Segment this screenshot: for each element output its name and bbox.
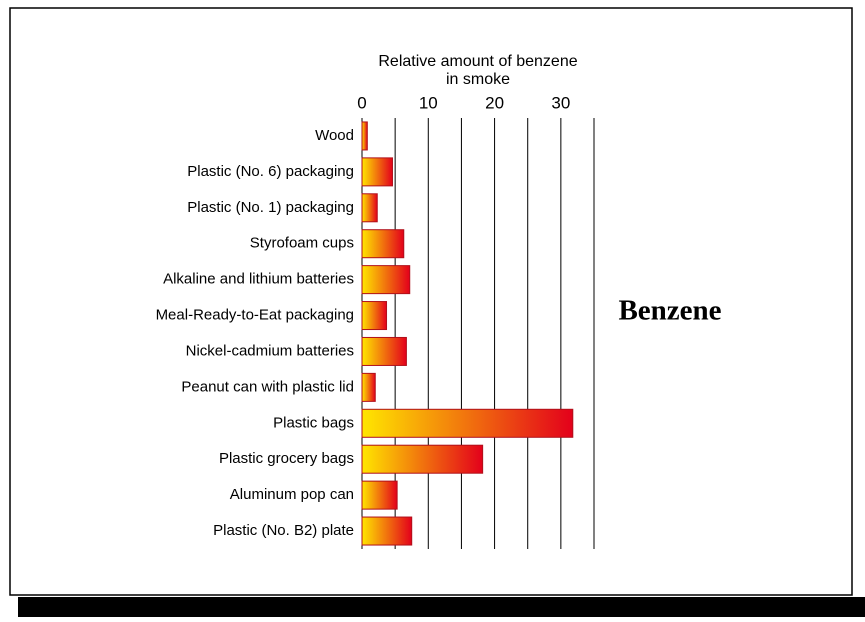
y-tick-label: Meal-Ready-to-Eat packaging bbox=[156, 307, 354, 324]
bar bbox=[361, 229, 405, 259]
y-tick-label: Plastic (No. 1) packaging bbox=[187, 199, 354, 216]
bar bbox=[361, 372, 376, 402]
y-tick-label: Plastic (No. 6) packaging bbox=[187, 163, 354, 180]
bar bbox=[361, 301, 388, 331]
y-tick-label: Peanut can with plastic lid bbox=[181, 378, 354, 395]
x-tick-label: 10 bbox=[419, 93, 438, 112]
x-tick-label: 30 bbox=[551, 93, 570, 112]
x-tick-label: 20 bbox=[485, 93, 504, 112]
y-tick-label: Alkaline and lithium batteries bbox=[163, 271, 354, 288]
frame-shadow bbox=[18, 597, 865, 617]
x-tick-label: 0 bbox=[357, 93, 366, 112]
y-tick-label: Plastic grocery bags bbox=[219, 450, 354, 467]
bar bbox=[361, 336, 407, 366]
y-tick-label: Nickel-cadmium batteries bbox=[186, 342, 354, 359]
axis-title: in smoke bbox=[446, 71, 510, 88]
bar bbox=[361, 444, 484, 474]
frame bbox=[9, 7, 853, 596]
y-tick-label: Plastic bags bbox=[273, 414, 354, 431]
y-tick-label: Styrofoam cups bbox=[250, 235, 354, 252]
y-tick-label: Wood bbox=[315, 127, 354, 144]
bar bbox=[361, 516, 413, 546]
bar bbox=[361, 408, 574, 438]
bar bbox=[361, 157, 393, 187]
axis-title: Relative amount of benzene bbox=[378, 53, 577, 70]
y-tick-label: Aluminum pop can bbox=[230, 486, 354, 503]
bar bbox=[361, 265, 411, 295]
bar bbox=[361, 121, 368, 151]
y-tick-label: Plastic (No. B2) plate bbox=[213, 522, 354, 539]
bar bbox=[361, 480, 398, 510]
annotation: Benzene bbox=[618, 295, 721, 327]
bar bbox=[361, 193, 378, 223]
